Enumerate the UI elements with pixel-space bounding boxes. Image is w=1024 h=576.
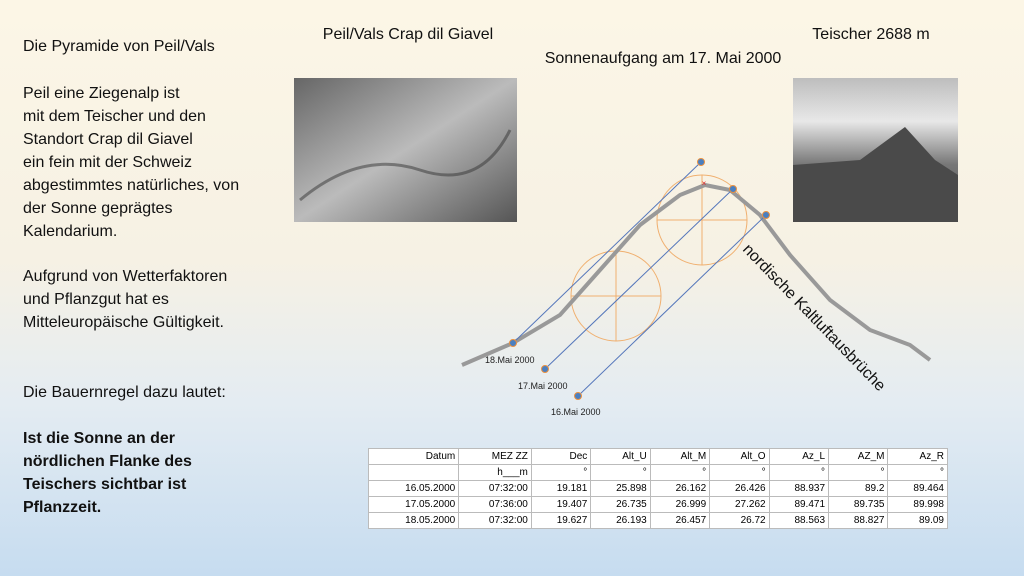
caption: Teischer 2688 m — [812, 26, 930, 43]
table-cell: 89.464 — [887, 480, 948, 497]
table-cell: 88.827 — [828, 512, 889, 529]
table-cell: 26.72 — [709, 512, 770, 529]
table-cell: 88.563 — [768, 512, 830, 529]
table-cell: MEZ ZZ — [458, 448, 532, 465]
table-cell: ° — [768, 464, 830, 481]
table-cell: 89.735 — [828, 496, 889, 513]
text-line: Ist die Sonne an der — [23, 430, 176, 447]
table-cell: 26.999 — [649, 496, 711, 513]
photo-detail — [299, 129, 512, 202]
text-line: Kalendarium. — [23, 223, 118, 240]
table-cell: ° — [887, 464, 948, 481]
table-cell: ° — [649, 464, 711, 481]
text-line: Die Bauernregel dazu lautet: — [23, 384, 226, 401]
table-cell: 17.05.2000 — [367, 496, 460, 513]
text-title: Die Pyramide von Peil/Vals — [23, 38, 215, 55]
text-line: Aufgrund von Wetterfaktoren — [23, 268, 228, 285]
table-cell: 16.05.2000 — [367, 480, 460, 497]
table-cell: Dec — [530, 448, 592, 465]
text-line: Standort Crap dil Giavel — [23, 131, 193, 148]
table-cell: 26.457 — [649, 512, 711, 529]
table-cell: ° — [709, 464, 770, 481]
table-cell: ° — [828, 464, 889, 481]
text-line: und Pflanzgut hat es — [23, 291, 169, 308]
table-cell: 07:32:00 — [458, 480, 532, 497]
text-line: nördlichen Flanke des — [23, 453, 192, 470]
table-cell: 89.998 — [887, 496, 948, 513]
sun-lines — [512, 161, 767, 397]
text-line: der Sonne geprägtes — [23, 200, 173, 217]
photo — [294, 78, 517, 222]
text-line: Teischers sichtbar ist — [23, 476, 187, 493]
text-line: mit dem Teischer und den — [23, 108, 206, 125]
text-line: Mitteleuropäische Gültigkeit. — [23, 314, 224, 331]
table-cell: h___m — [458, 464, 532, 481]
table-row: Datum MEZ ZZ Dec Alt_U Alt_M Alt_O Az_L AZ_M Az_… — [367, 448, 948, 465]
table-cell: Az_L — [768, 448, 830, 465]
text-line: Peil eine Ziegenalp ist — [23, 85, 180, 102]
marker: × — [702, 179, 707, 188]
table-cell: Alt_U — [590, 448, 651, 465]
table-cell: 26.426 — [709, 480, 770, 497]
table-cell: 07:32:00 — [458, 512, 532, 529]
date-label: 16.Mai 2000 — [551, 407, 601, 417]
sun-circles — [570, 174, 748, 342]
table-cell: Az_R — [887, 448, 948, 465]
mountain-profile — [461, 182, 932, 367]
table-cell: 26.193 — [590, 512, 651, 529]
caption: Peil/Vals Crap dil Giavel — [322, 26, 494, 43]
table-cell: 19.407 — [530, 496, 592, 513]
text-line: abgestimmtes natürliches, von — [23, 177, 240, 194]
slope-label: nordische Kaltluftausbrüche — [739, 241, 888, 395]
table-row: 17.05.2000 07:36:00 19.407 26.735 26.999 27.2… — [367, 496, 948, 513]
table-cell: Datum — [367, 448, 460, 465]
sun-dots — [509, 158, 770, 400]
table-cell — [367, 464, 460, 481]
table-cell: 89.471 — [768, 496, 830, 513]
date-label: 17.Mai 2000 — [518, 381, 568, 391]
table-row: 16.05.2000 07:32:00 19.181 25.898 26.162 26.4… — [367, 480, 948, 497]
table-cell: ° — [530, 464, 592, 481]
text-line: Pflanzzeit. — [23, 499, 102, 516]
table-cell: 18.05.2000 — [367, 512, 460, 529]
table-cell: 89.2 — [828, 480, 889, 497]
table-cell: 89.09 — [887, 512, 948, 529]
date-label: 18.Mai 2000 — [485, 355, 535, 365]
table-cell: AZ_M — [828, 448, 889, 465]
table-row: 18.05.2000 07:32:00 19.627 26.193 26.457 26.7… — [367, 512, 948, 529]
table-cell: 26.735 — [590, 496, 651, 513]
data-table: Datum MEZ ZZ Dec Alt_U Alt_M Alt_O Az_L AZ_M Az_… — [367, 448, 948, 529]
subtitle: Sonnenaufgang am 17. Mai 2000 — [544, 50, 782, 67]
table-cell: 07:36:00 — [458, 496, 532, 513]
table-cell: 25.898 — [590, 480, 651, 497]
table-cell: 88.937 — [768, 480, 830, 497]
photo-mountain — [793, 127, 958, 222]
text-line: ein fein mit der Schweiz — [23, 154, 192, 171]
table-cell: 19.627 — [530, 512, 592, 529]
table-cell: Alt_O — [709, 448, 770, 465]
table-row: h___m ° ° ° ° ° ° ° — [367, 464, 948, 481]
table-cell: 19.181 — [530, 480, 592, 497]
table-cell: Alt_M — [649, 448, 711, 465]
table-cell: ° — [590, 464, 651, 481]
table-cell: 26.162 — [649, 480, 711, 497]
table-cell: 27.262 — [709, 496, 770, 513]
